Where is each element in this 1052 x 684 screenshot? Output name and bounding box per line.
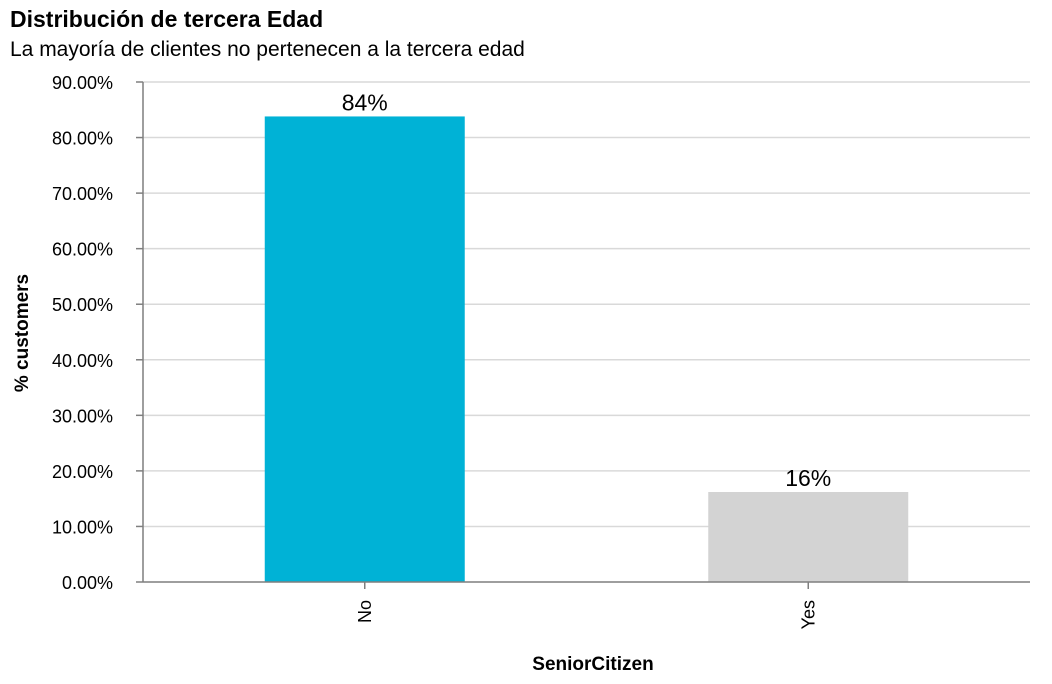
y-tick-label: 80.00% — [52, 129, 113, 149]
data-labels: 84% 16% — [342, 89, 832, 491]
y-tick-label: 60.00% — [52, 240, 113, 260]
y-tick-label: 20.00% — [52, 462, 113, 482]
bars — [264, 116, 909, 582]
y-tick-label: 30.00% — [52, 406, 113, 426]
y-tick-label: 70.00% — [52, 184, 113, 204]
x-tick-label: No — [355, 600, 375, 623]
y-tick-label: 10.00% — [52, 517, 113, 537]
y-tick-labels: 0.00% 10.00% 20.00% 30.00% 40.00% 50.00% 60.00… — [52, 73, 143, 593]
axes — [142, 82, 1030, 583]
y-tick-label: 40.00% — [52, 351, 113, 371]
y-tick-label: 50.00% — [52, 295, 113, 315]
bar-yes — [708, 492, 909, 582]
x-axis-title: SeniorCitizen — [532, 654, 653, 675]
chart-subtitle: La mayoría de clientes no pertenecen a l… — [10, 38, 525, 61]
bar-no — [264, 116, 465, 582]
data-label: 84% — [342, 89, 388, 115]
x-tick-label: Yes — [798, 600, 818, 629]
data-label: 16% — [785, 465, 831, 491]
y-tick-label: 90.00% — [52, 73, 113, 93]
y-axis-title: % customers — [12, 274, 33, 392]
y-tick-label: 0.00% — [62, 573, 113, 593]
x-tick-labels: No Yes — [355, 582, 818, 629]
chart-title: Distribución de tercera Edad — [10, 6, 324, 32]
